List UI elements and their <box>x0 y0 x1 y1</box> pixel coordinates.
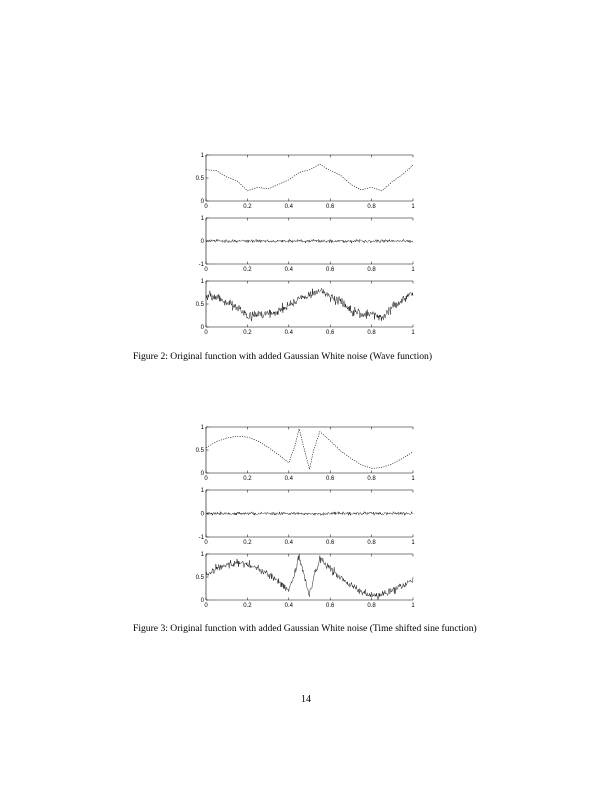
y-tick-label: -1 <box>199 262 205 268</box>
x-tick-label: 1 <box>411 330 415 336</box>
y-tick-label: 1 <box>201 153 205 159</box>
x-tick-label: 0.8 <box>367 476 376 482</box>
x-tick-label: 0.4 <box>285 267 294 273</box>
x-tick-label: 0 <box>204 603 208 609</box>
series-line <box>205 510 414 517</box>
x-tick-label: 0.6 <box>326 603 335 609</box>
series-line <box>205 428 414 470</box>
y-tick-label: 1 <box>201 279 205 285</box>
x-tick-label: 1 <box>411 267 415 273</box>
x-tick-label: 0.2 <box>243 540 252 546</box>
figure3-panel-3: 0 0.2 0.4 0.6 0.8 1 0 0.5 1 <box>196 552 416 609</box>
figure2-panel-2: 0 0.2 0.4 0.6 0.8 1-101 <box>199 216 416 273</box>
x-tick-label: 0.8 <box>367 267 376 273</box>
y-tick-label: 0 <box>201 239 205 245</box>
x-tick-label: 0.2 <box>243 204 252 210</box>
figure-2-caption: Figure 2: Original function with added G… <box>133 351 433 362</box>
y-tick-label: 0 <box>201 471 205 477</box>
series-line <box>205 287 414 322</box>
x-tick-label: 1 <box>411 540 415 546</box>
x-tick-label: 0.2 <box>243 267 252 273</box>
x-tick-label: 0.6 <box>326 476 335 482</box>
figure3-panel-2: 0 0.2 0.4 0.6 0.8 1-101 <box>199 488 416 546</box>
figure3-panel-1: 0 0.2 0.4 0.6 0.8 1 0 0.5 1 <box>196 425 416 482</box>
figure-3-caption: Figure 3: Original function with added G… <box>133 623 477 634</box>
x-tick-label: 0 <box>204 540 208 546</box>
x-tick-label: 0.8 <box>367 204 376 210</box>
figure2-panel-3: 0 0.2 0.4 0.6 0.8 1 0 0.5 1 <box>196 279 416 336</box>
y-tick-label: 0 <box>201 325 205 331</box>
x-tick-label: 1 <box>411 204 415 210</box>
x-tick-label: 0.8 <box>367 330 376 336</box>
x-tick-label: 0.2 <box>243 603 252 609</box>
series-line <box>205 163 414 192</box>
x-tick-label: 0.8 <box>367 603 376 609</box>
y-tick-label: 0 <box>201 512 205 518</box>
y-tick-label: -1 <box>199 535 205 541</box>
page-number: 14 <box>301 694 311 705</box>
series-line <box>205 238 414 244</box>
y-tick-label: 0 <box>201 199 205 205</box>
figure2-panel-1: 0 0.2 0.4 0.6 0.8 1 0 0.5 1 <box>196 153 416 210</box>
x-tick-label: 0 <box>204 330 208 336</box>
x-tick-label: 1 <box>411 476 415 482</box>
x-tick-label: 0.4 <box>285 476 294 482</box>
x-tick-label: 0 <box>204 267 208 273</box>
y-tick-label: 0 <box>201 598 205 604</box>
y-tick-label: 0.5 <box>196 575 205 581</box>
x-tick-label: 0.8 <box>367 540 376 546</box>
y-tick-label: 1 <box>201 488 205 494</box>
y-tick-label: 1 <box>201 425 205 431</box>
y-tick-label: 0.5 <box>196 176 205 182</box>
y-tick-label: 1 <box>201 552 205 558</box>
x-tick-label: 0.4 <box>285 540 294 546</box>
x-tick-label: 0.6 <box>326 204 335 210</box>
x-tick-label: 0.2 <box>243 330 252 336</box>
x-tick-label: 0.6 <box>326 267 335 273</box>
x-tick-label: 0.4 <box>285 204 294 210</box>
x-tick-label: 0.6 <box>326 540 335 546</box>
x-tick-label: 0 <box>204 204 208 210</box>
x-tick-label: 0.6 <box>326 330 335 336</box>
series-line <box>205 553 414 600</box>
x-tick-label: 1 <box>411 603 415 609</box>
x-tick-label: 0 <box>204 476 208 482</box>
y-tick-label: 1 <box>201 216 205 222</box>
x-tick-label: 0.4 <box>285 603 294 609</box>
y-tick-label: 0.5 <box>196 302 205 308</box>
x-tick-label: 0.4 <box>285 330 294 336</box>
y-tick-label: 0.5 <box>196 448 205 454</box>
x-tick-label: 0.2 <box>243 476 252 482</box>
